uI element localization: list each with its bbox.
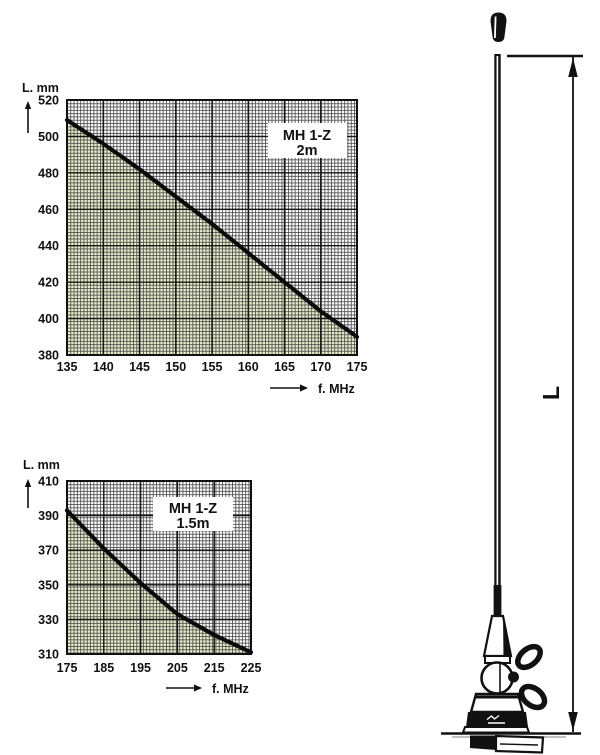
dimension-label: L	[538, 386, 564, 400]
whip-lower-section	[493, 585, 502, 619]
chart-title-line1: MH 1-Z	[169, 501, 217, 517]
y-tick-label: 380	[38, 349, 59, 363]
plot-border	[66, 480, 252, 655]
x-tick-label: 150	[165, 360, 186, 374]
y-tick-label: 460	[38, 203, 59, 217]
x-tick-label: 175	[57, 661, 78, 675]
x-axis-label: f. MHz	[318, 382, 355, 396]
y-tick-label: 420	[38, 276, 59, 290]
wing-nut-upper-loop	[515, 643, 543, 671]
x-axis-arrow-icon	[300, 384, 308, 392]
x-tick-label: 160	[238, 360, 259, 374]
base-lip	[461, 726, 531, 734]
y-tick-label: 350	[38, 578, 59, 592]
ball-joint	[480, 661, 514, 695]
wing-nut	[515, 643, 548, 711]
chart-title-line1: MH 1-Z	[283, 128, 331, 144]
connector-seam	[499, 743, 539, 746]
connector-dark-block	[470, 735, 496, 750]
mount-base	[461, 692, 531, 734]
knob-highlight	[494, 16, 497, 39]
y-axis-arrow-icon	[24, 101, 32, 109]
x-tick-label: 215	[204, 661, 225, 675]
antenna-illustration: L	[441, 12, 583, 754]
x-tick-label: 135	[57, 360, 78, 374]
dimension-arrow-down-icon	[568, 712, 578, 731]
chart-title-line2: 2m	[297, 143, 318, 159]
base-band	[466, 712, 528, 727]
y-tick-label: 520	[38, 94, 59, 108]
x-tick-label: 225	[241, 661, 262, 675]
y-tick-label: 310	[38, 648, 59, 662]
brand-logo-icon	[486, 714, 505, 724]
logo-chevron	[486, 714, 500, 721]
y-tick-label: 330	[38, 613, 59, 627]
plot-border	[66, 99, 358, 356]
x-tick-label: 155	[202, 360, 223, 374]
y-tick-label: 400	[38, 312, 59, 326]
y-axis-arrow-icon	[24, 479, 32, 487]
y-axis-label: L. mm	[22, 81, 59, 95]
y-tick-label: 390	[38, 509, 59, 523]
x-tick-label: 170	[310, 360, 331, 374]
x-tick-label: 195	[130, 661, 151, 675]
x-tick-label: 205	[167, 661, 188, 675]
y-tick-label: 370	[38, 544, 59, 558]
x-tick-label: 165	[274, 360, 295, 374]
y-tick-label: 480	[38, 166, 59, 180]
x-tick-label: 175	[347, 360, 368, 374]
cable-connector	[470, 734, 545, 754]
y-axis-label: L. mm	[23, 458, 60, 472]
whip-rod	[493, 54, 502, 619]
wing-nut-hub	[508, 671, 519, 683]
x-axis-arrow-icon	[194, 684, 202, 692]
whip-tip-knob	[490, 12, 507, 42]
chart-mh1z-1-5m: MH 1-Z1.5m 310 330 350 370 390 410 175 185 195 205…	[23, 458, 262, 696]
cone-shading	[503, 616, 511, 656]
y-tick-label: 440	[38, 239, 59, 253]
chart-title-box	[153, 497, 233, 531]
cutting-curve	[64, 508, 254, 655]
chart-mh1z-2m: MH 1-Z2m 380 400 420 440 460 480 500 520 135 140 14…	[22, 81, 368, 396]
cutting-curve	[64, 117, 360, 339]
x-tick-label: 145	[129, 360, 150, 374]
x-tick-label: 140	[93, 360, 114, 374]
wing-nut-lower-loop	[518, 683, 548, 711]
x-tick-label: 185	[93, 661, 114, 675]
dimension-arrow-up-icon	[568, 58, 578, 77]
chart-title-line2: 1.5m	[176, 516, 209, 532]
chart-title-box	[268, 123, 347, 158]
y-tick-label: 410	[38, 475, 59, 489]
x-axis-label: f. MHz	[212, 682, 249, 696]
y-tick-label: 500	[38, 130, 59, 144]
dimension-markers: L	[507, 54, 583, 732]
